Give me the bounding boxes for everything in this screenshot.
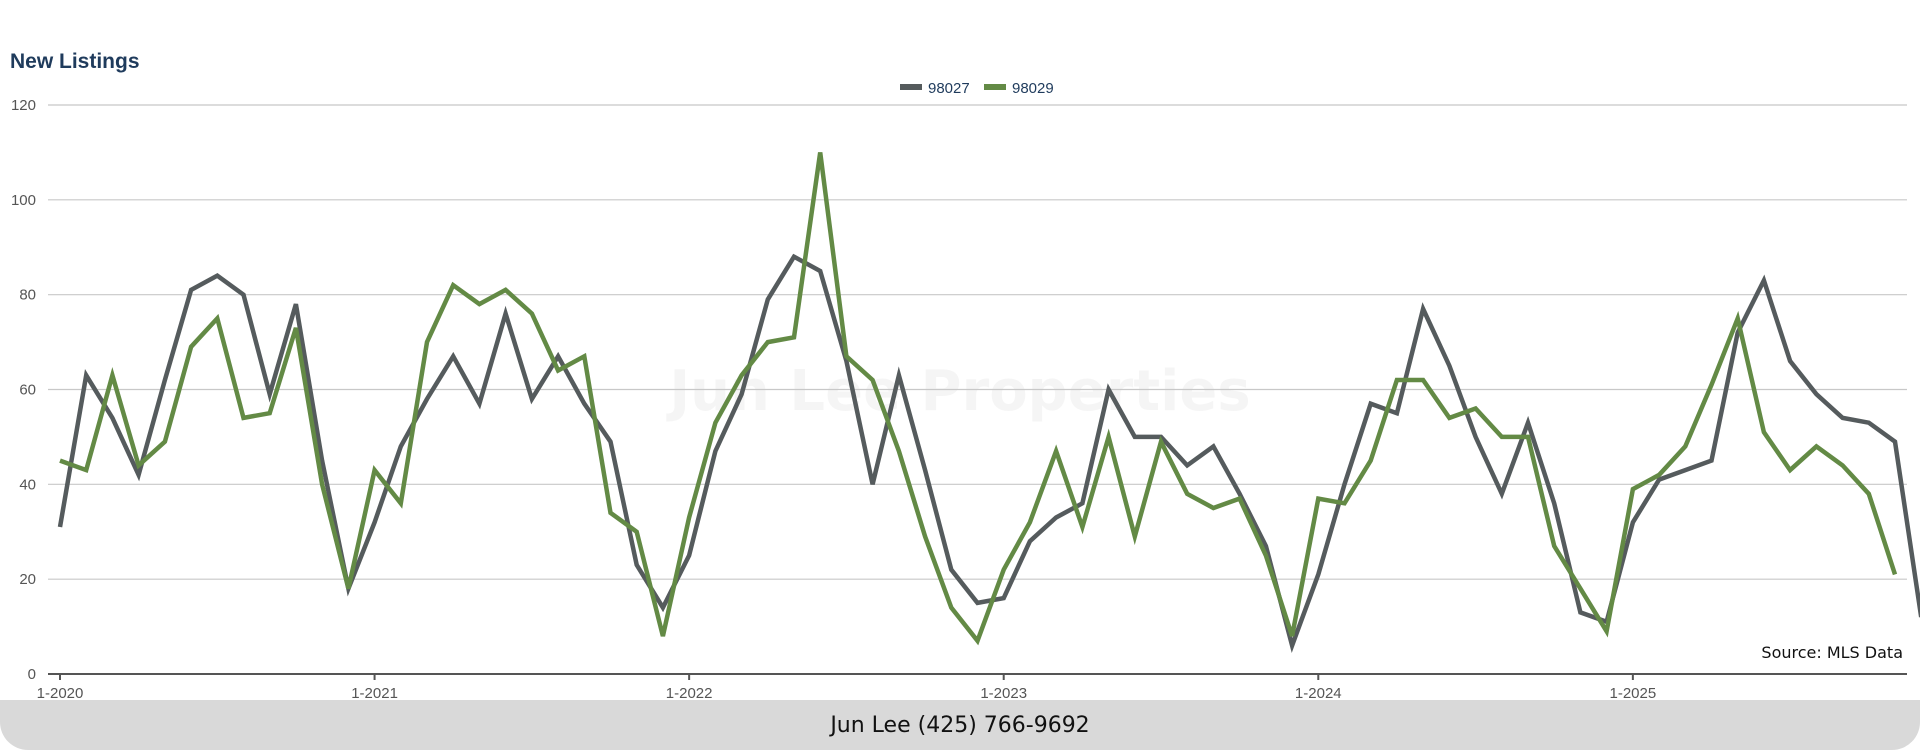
- y-tick-label: 40: [19, 476, 36, 493]
- y-tick-label: 80: [19, 287, 36, 304]
- x-axis: 1-2020 1-2021 1-2022 1-2023 1-2024 1-2025: [37, 673, 1907, 702]
- x-tick-label: 1-2025: [1609, 685, 1656, 702]
- legend-item-98027[interactable]: 98027: [900, 80, 970, 97]
- legend-label: 98027: [928, 80, 970, 97]
- y-tick-label: 20: [19, 571, 36, 588]
- y-tick-label: 120: [11, 97, 36, 114]
- x-tick-label: 1-2023: [980, 685, 1027, 702]
- series-line-98029: [59, 152, 1898, 646]
- series-line-98027: [57, 253, 1920, 653]
- x-tick-label: 1-2021: [351, 685, 398, 702]
- gridlines: [48, 104, 1907, 580]
- y-axis-ticks: 0 20 40 60 80 100 120: [11, 97, 36, 683]
- watermark-text: Jun Lee Properties: [665, 359, 1250, 424]
- footer-contact-bar: Jun Lee (425) 766-9692: [0, 700, 1920, 750]
- source-note: Source: MLS Data: [1761, 643, 1903, 662]
- chart-title: New Listings: [10, 50, 140, 73]
- series-lines: [57, 152, 1920, 653]
- legend-item-98029[interactable]: 98029: [984, 80, 1054, 97]
- x-tick-label: 1-2024: [1295, 685, 1342, 702]
- x-tick-label: 1-2020: [37, 685, 84, 702]
- y-tick-label: 60: [19, 382, 36, 399]
- y-tick-label: 100: [11, 192, 36, 209]
- y-tick-label: 0: [28, 666, 36, 683]
- legend-label: 98029: [1012, 80, 1054, 97]
- x-tick-label: 1-2022: [666, 685, 713, 702]
- legend[interactable]: 98027 98029: [900, 80, 1054, 97]
- footer-contact-text: Jun Lee (425) 766-9692: [830, 712, 1090, 738]
